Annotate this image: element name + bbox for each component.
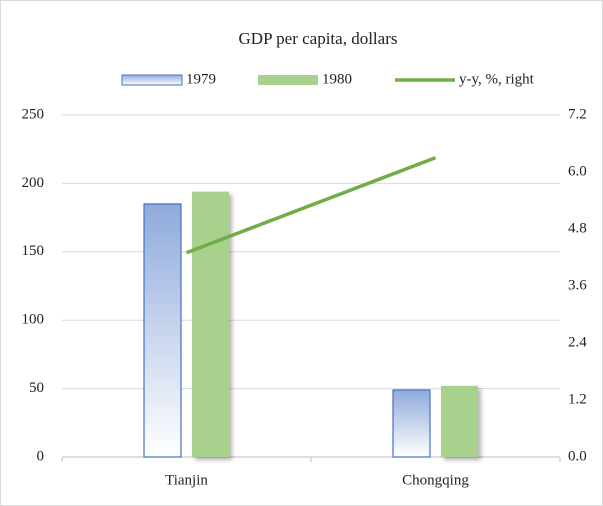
legend-swatch: [258, 75, 318, 85]
y2-tick-label: 7.2: [568, 106, 587, 122]
y-tick-label: 0: [37, 448, 45, 464]
bar: [392, 389, 431, 458]
y-tick-label: 200: [22, 175, 45, 191]
bar: [192, 191, 229, 457]
legend-swatch: [121, 74, 183, 86]
y2-tick-label: 0.0: [568, 448, 587, 464]
bar: [441, 385, 478, 457]
x-tick-label: Tianjin: [165, 472, 208, 488]
y2-tick-label: 4.8: [568, 220, 587, 236]
y-tick-label: 150: [22, 243, 45, 259]
legend-label: 1980: [322, 71, 352, 87]
y2-tick-label: 1.2: [568, 391, 587, 407]
line-series: [185, 156, 437, 255]
y2-tick-label: 3.6: [568, 277, 587, 293]
y2-tick-label: 6.0: [568, 163, 587, 179]
x-tick-label: Chongqing: [402, 472, 469, 488]
legend-label: y-y, %, right: [459, 71, 535, 87]
y-tick-label: 100: [22, 312, 45, 328]
y-tick-label: 50: [29, 380, 44, 396]
y-tick-label: 250: [22, 106, 45, 122]
legend-label: 1979: [186, 71, 216, 87]
bar: [143, 203, 182, 458]
chart-title: GDP per capita, dollars: [239, 29, 398, 48]
y2-tick-label: 2.4: [568, 334, 587, 350]
